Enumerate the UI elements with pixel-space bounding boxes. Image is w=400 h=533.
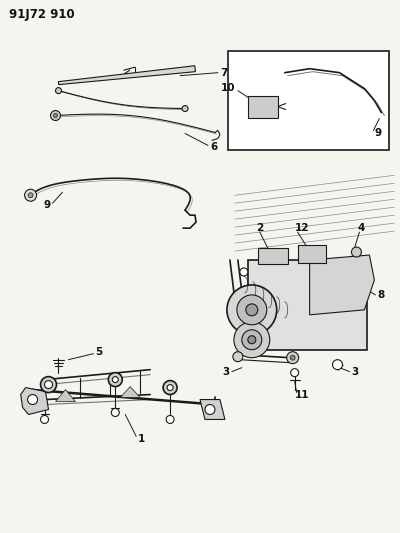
Circle shape [40, 416, 48, 423]
Circle shape [50, 110, 60, 120]
Circle shape [111, 408, 119, 416]
Circle shape [246, 304, 258, 316]
Bar [248, 95, 278, 117]
Circle shape [237, 295, 267, 325]
Polygon shape [120, 386, 140, 398]
Circle shape [108, 373, 122, 386]
Circle shape [352, 247, 362, 257]
Circle shape [240, 268, 248, 276]
Text: 12: 12 [295, 223, 309, 233]
Circle shape [248, 336, 256, 344]
Text: 10: 10 [220, 83, 235, 93]
Circle shape [166, 416, 174, 423]
Circle shape [242, 330, 262, 350]
Circle shape [287, 352, 299, 364]
Text: 4: 4 [358, 223, 365, 233]
Text: 91J72 910: 91J72 910 [9, 9, 74, 21]
Text: 1: 1 [138, 434, 146, 445]
Circle shape [205, 405, 215, 415]
Polygon shape [310, 255, 374, 315]
Circle shape [28, 394, 38, 405]
Text: 9: 9 [43, 200, 50, 210]
Polygon shape [58, 66, 196, 85]
Text: 11: 11 [295, 390, 309, 400]
Circle shape [56, 87, 62, 94]
Circle shape [332, 360, 342, 370]
Circle shape [44, 381, 52, 389]
Circle shape [25, 189, 36, 201]
Polygon shape [200, 400, 225, 419]
Circle shape [182, 106, 188, 111]
Text: 9: 9 [374, 128, 382, 139]
Text: 3: 3 [223, 367, 230, 377]
Polygon shape [21, 387, 48, 415]
Circle shape [28, 193, 33, 198]
Circle shape [167, 385, 173, 391]
Text: 2: 2 [256, 223, 263, 233]
Polygon shape [56, 390, 76, 401]
Bar [298, 245, 326, 263]
Circle shape [227, 285, 277, 335]
Circle shape [291, 369, 299, 377]
Bar [228, 51, 389, 150]
Text: 3: 3 [352, 367, 359, 377]
Circle shape [290, 355, 295, 360]
Text: 7: 7 [220, 68, 227, 78]
Circle shape [233, 352, 243, 362]
Bar [248, 260, 368, 350]
Bar [258, 248, 288, 264]
Circle shape [40, 377, 56, 393]
Circle shape [112, 377, 118, 383]
Circle shape [54, 114, 58, 117]
Text: 8: 8 [377, 290, 385, 300]
Text: 6: 6 [210, 142, 217, 152]
Circle shape [163, 381, 177, 394]
Text: 5: 5 [95, 346, 103, 357]
Circle shape [234, 322, 270, 358]
